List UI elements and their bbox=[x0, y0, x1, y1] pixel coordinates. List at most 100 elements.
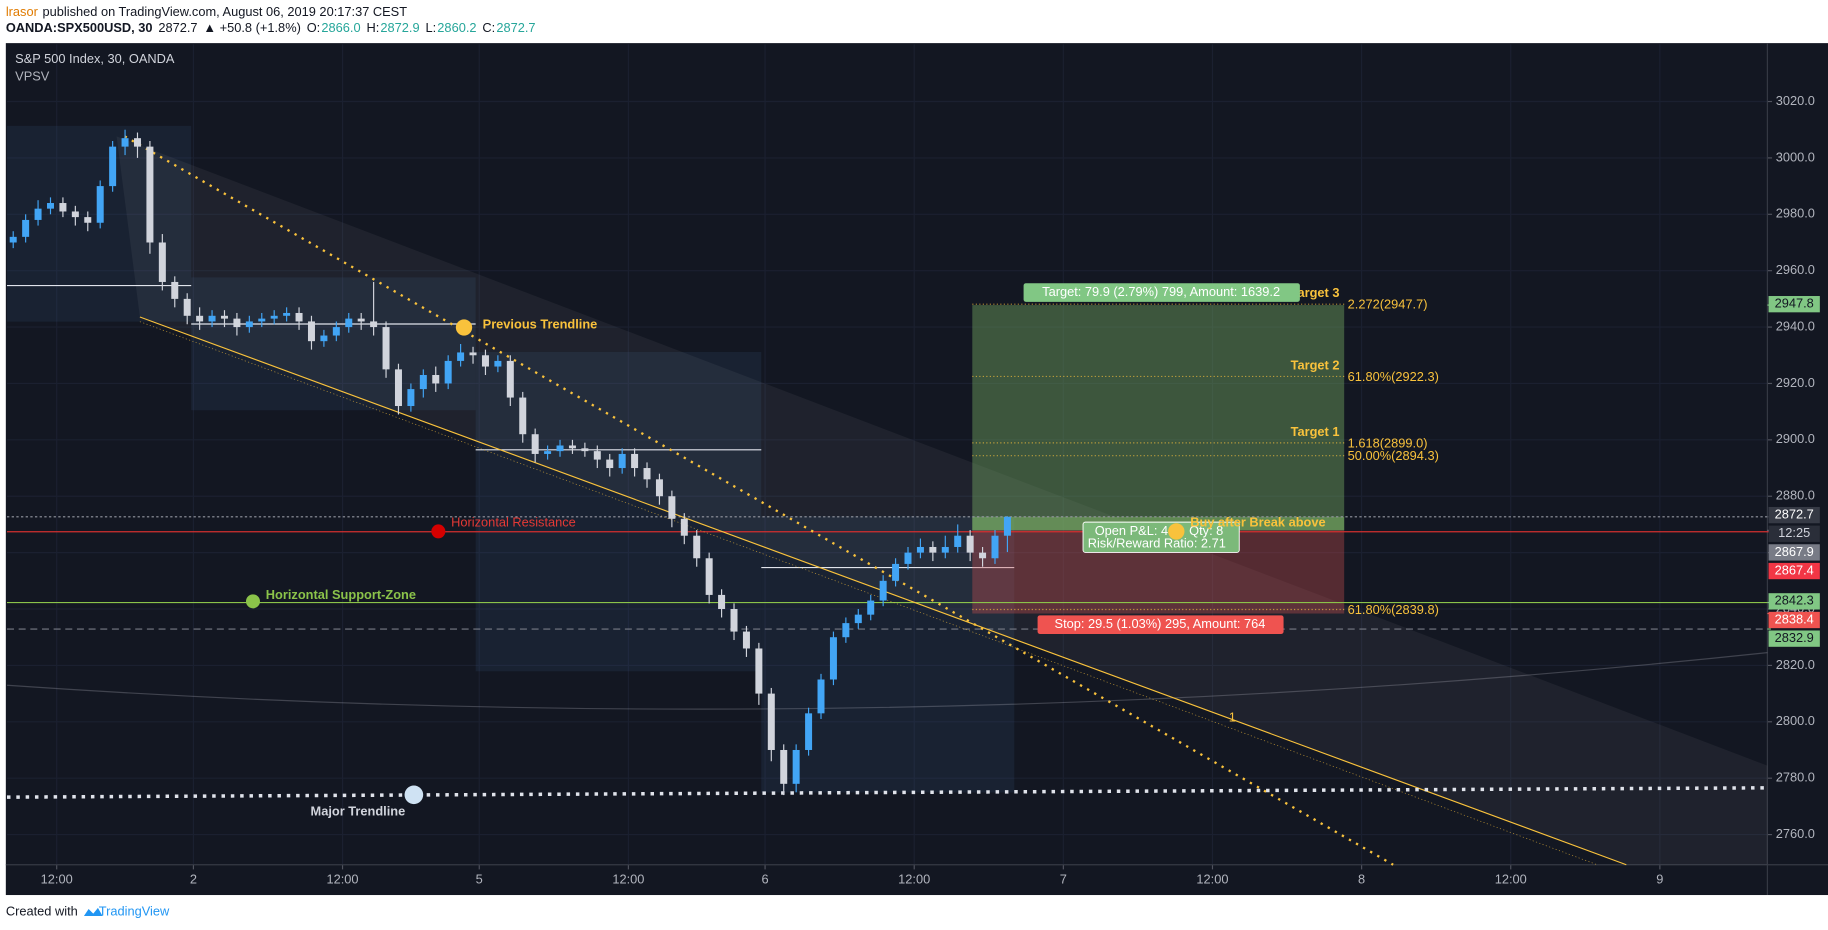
candle-body bbox=[382, 327, 390, 370]
annotation: Previous Trendline bbox=[483, 317, 598, 332]
ohlc-value: 2860.2 bbox=[437, 21, 476, 36]
candle-body bbox=[668, 496, 676, 519]
candle-body bbox=[655, 479, 663, 497]
target-label: Target 1 bbox=[1291, 424, 1340, 439]
candle-body bbox=[817, 679, 825, 714]
candle-body bbox=[196, 315, 204, 322]
candle-body bbox=[469, 352, 477, 356]
annotation: Horizontal Resistance bbox=[451, 515, 576, 530]
x-tick-label: 12:00 bbox=[1196, 871, 1228, 886]
ohlc-label: L: bbox=[425, 21, 436, 36]
channel-fill bbox=[116, 136, 1768, 865]
candle-body bbox=[9, 236, 17, 243]
price-label: 2838.4 bbox=[1775, 611, 1814, 626]
x-tick-label: 8 bbox=[1358, 871, 1365, 886]
y-tick-label: 2880.0 bbox=[1776, 488, 1815, 503]
candle-body bbox=[742, 631, 750, 649]
x-tick-label: 12:00 bbox=[898, 871, 930, 886]
y-tick-label: 2780.0 bbox=[1776, 770, 1815, 785]
symbol-line: OANDA:SPX500USD, 30 2872.7 ▲ +50.8 (+1.8%)… bbox=[6, 21, 536, 36]
brand[interactable]: TradingView bbox=[99, 904, 170, 919]
candle-body bbox=[320, 335, 328, 342]
target-box bbox=[1023, 283, 1300, 302]
candle-body bbox=[208, 315, 216, 322]
major-trendline bbox=[6, 786, 1768, 799]
pnl-box bbox=[1082, 521, 1240, 553]
candle-body bbox=[593, 451, 601, 460]
annotation-marker bbox=[404, 785, 424, 805]
candle-body bbox=[829, 637, 837, 680]
candle-body bbox=[432, 375, 440, 384]
candle-body bbox=[357, 318, 365, 322]
candle-body bbox=[755, 648, 763, 694]
stop-text: Stop: 29.5 (1.03%) 295, Amount: 764 bbox=[1055, 616, 1266, 631]
candle-body bbox=[171, 281, 179, 299]
price-label-box bbox=[1768, 630, 1820, 647]
candle-body bbox=[544, 451, 552, 454]
symbol: OANDA:SPX500USD, 30 bbox=[6, 21, 153, 36]
fib-level: 50.00%(2894.3) bbox=[1348, 448, 1439, 463]
price-label: 2872.7 bbox=[1775, 507, 1814, 522]
background-layer bbox=[5, 43, 1828, 896]
y-tick-label: 2760.0 bbox=[1776, 826, 1815, 841]
price-label-box bbox=[1768, 544, 1820, 561]
y-tick-label: 2800.0 bbox=[1776, 713, 1815, 728]
brand-logo bbox=[83, 907, 103, 917]
candle-body bbox=[419, 375, 427, 390]
x-tick-label: 12:00 bbox=[41, 871, 73, 886]
change: ▲ +50.8 (+1.8%) bbox=[203, 21, 300, 36]
y-tick-label: 2900.0 bbox=[1776, 431, 1815, 446]
countdown: 12:25 bbox=[1778, 525, 1810, 540]
y-tick-label: 2960.0 bbox=[1776, 262, 1815, 277]
candle-body bbox=[929, 546, 937, 553]
price-label: 2832.9 bbox=[1775, 630, 1814, 645]
candle-body bbox=[71, 211, 79, 218]
ohlc-label: H: bbox=[366, 21, 379, 36]
candle-body bbox=[59, 203, 67, 212]
price-label-box bbox=[1768, 506, 1820, 524]
candle-body bbox=[270, 315, 278, 319]
candle-body bbox=[842, 623, 850, 638]
published: published on TradingView.com, August 06,… bbox=[43, 4, 408, 19]
price-label-box bbox=[1768, 593, 1820, 610]
candle-body bbox=[792, 749, 800, 784]
annotation: Buy after Break above bbox=[1190, 515, 1325, 530]
candle-body bbox=[556, 445, 564, 452]
candle-body bbox=[146, 146, 154, 243]
candle-body bbox=[394, 369, 402, 407]
candle-body bbox=[444, 360, 452, 384]
candle-body bbox=[519, 397, 527, 435]
price-label: 2867.9 bbox=[1775, 544, 1814, 559]
created-with: Created with bbox=[6, 904, 78, 919]
candle-body bbox=[568, 445, 576, 449]
candle-body bbox=[991, 535, 999, 559]
label-layer: 2760.02780.02800.02820.02840.02860.02880… bbox=[41, 93, 1820, 886]
fib-level: 2.272(2947.7) bbox=[1348, 297, 1428, 312]
annotation-marker bbox=[431, 524, 446, 539]
annotation: Major Trendline bbox=[311, 804, 406, 819]
annotation: 1 bbox=[1229, 709, 1236, 724]
candle-body bbox=[245, 321, 253, 328]
ohlc-value: 2872.9 bbox=[380, 21, 419, 36]
x-tick-label: 2 bbox=[190, 871, 197, 886]
rr-text: Risk/Reward Ratio: 2.71 bbox=[1088, 536, 1226, 551]
fib-level: 1.618(2899.0) bbox=[1348, 435, 1428, 450]
price-label-box bbox=[1768, 296, 1820, 313]
price-label: 2867.4 bbox=[1775, 562, 1814, 577]
candle-body bbox=[258, 318, 266, 322]
candles-layer bbox=[9, 129, 1011, 796]
footer: Created with TradingView bbox=[6, 904, 170, 919]
candle-body bbox=[84, 217, 92, 223]
candle-body bbox=[34, 208, 42, 220]
chart-title: S&P 500 Index, 30, OANDA bbox=[15, 51, 175, 66]
candle-body bbox=[283, 312, 291, 316]
x-tick-label: 12:00 bbox=[327, 871, 359, 886]
y-tick-label: 3000.0 bbox=[1776, 149, 1815, 164]
stop-box bbox=[1037, 615, 1284, 634]
x-tick-label: 12:00 bbox=[612, 871, 644, 886]
ohlc-label: O: bbox=[307, 21, 321, 36]
target-text: Target: 79.9 (2.79%) 799, Amount: 1639.2 bbox=[1042, 284, 1280, 299]
candle-body bbox=[233, 318, 241, 328]
candle-body bbox=[879, 580, 887, 601]
